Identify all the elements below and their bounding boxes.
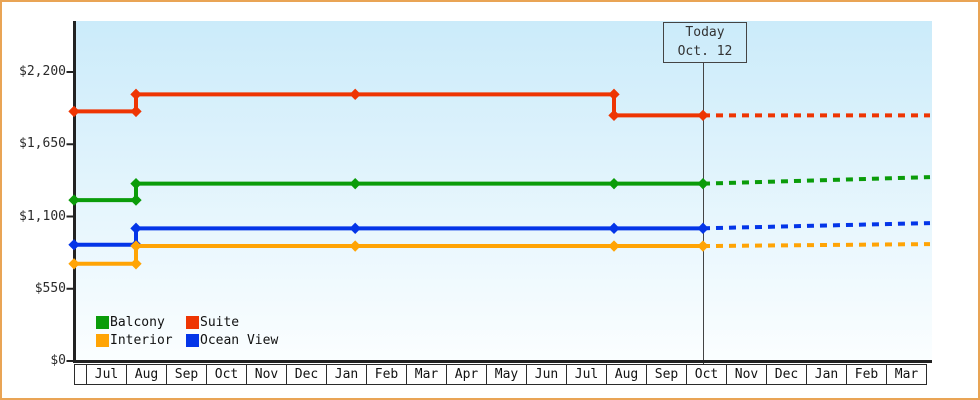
price-line-solid <box>74 226 703 247</box>
legend-swatch <box>96 333 109 347</box>
month-cell: Mar <box>886 364 927 385</box>
month-cell: Apr <box>446 364 487 385</box>
today-marker-box: Today Oct. 12 <box>663 22 747 63</box>
month-cell: Jun <box>526 364 567 385</box>
month-cell: Dec <box>286 364 327 385</box>
plot-area <box>76 21 932 361</box>
legend-swatch <box>186 315 199 329</box>
y-axis-label: $2,200 <box>19 64 66 79</box>
month-cell: May <box>486 364 527 385</box>
today-date-label: Oct. 12 <box>677 44 733 59</box>
price-line-solid <box>74 244 703 266</box>
month-cell: Aug <box>126 364 167 385</box>
y-axis-label: $0 <box>50 353 66 368</box>
month-cell: Jan <box>326 364 367 385</box>
axes <box>66 21 932 363</box>
month-cell: Sep <box>166 364 207 385</box>
month-cell: Nov <box>246 364 287 385</box>
month-cell: Mar <box>406 364 447 385</box>
legend-item-interior: Interior <box>96 331 186 349</box>
month-cell: Nov <box>726 364 767 385</box>
legend-swatch <box>96 315 109 329</box>
month-cell: Dec <box>766 364 807 385</box>
month-cell: Oct <box>206 364 247 385</box>
price-line-solid <box>74 181 703 203</box>
legend-label: Interior <box>110 332 173 348</box>
legend-label: Ocean View <box>200 332 279 348</box>
legend-label: Balcony <box>110 314 165 330</box>
month-cell: Aug <box>606 364 647 385</box>
legend-item-ocean-view: Ocean View <box>186 331 278 349</box>
legend-label: Suite <box>200 314 240 330</box>
month-cell: Jul <box>86 364 127 385</box>
legend-item-suite: Suite <box>186 313 278 331</box>
legend-swatch <box>186 333 199 347</box>
y-axis-label: $550 <box>34 280 66 296</box>
x-axis-month-row: Jul Aug Sep Oct Nov Dec Jan Feb Mar Apr May Jun Jul A… <box>74 364 944 385</box>
month-cell: Oct <box>686 364 727 385</box>
y-axis-label: $1,650 <box>19 136 66 152</box>
month-cell: Feb <box>366 364 407 385</box>
month-cell: Feb <box>846 364 887 385</box>
month-cell: Jul <box>566 364 607 385</box>
y-axis-label: $1,100 <box>19 208 66 224</box>
month-cell: Jan <box>806 364 847 385</box>
legend: Balcony Suite Interior Ocean View <box>96 313 278 349</box>
today-label: Today <box>685 25 725 40</box>
legend-item-balcony: Balcony <box>96 313 186 331</box>
month-cell: Sep <box>646 364 687 385</box>
